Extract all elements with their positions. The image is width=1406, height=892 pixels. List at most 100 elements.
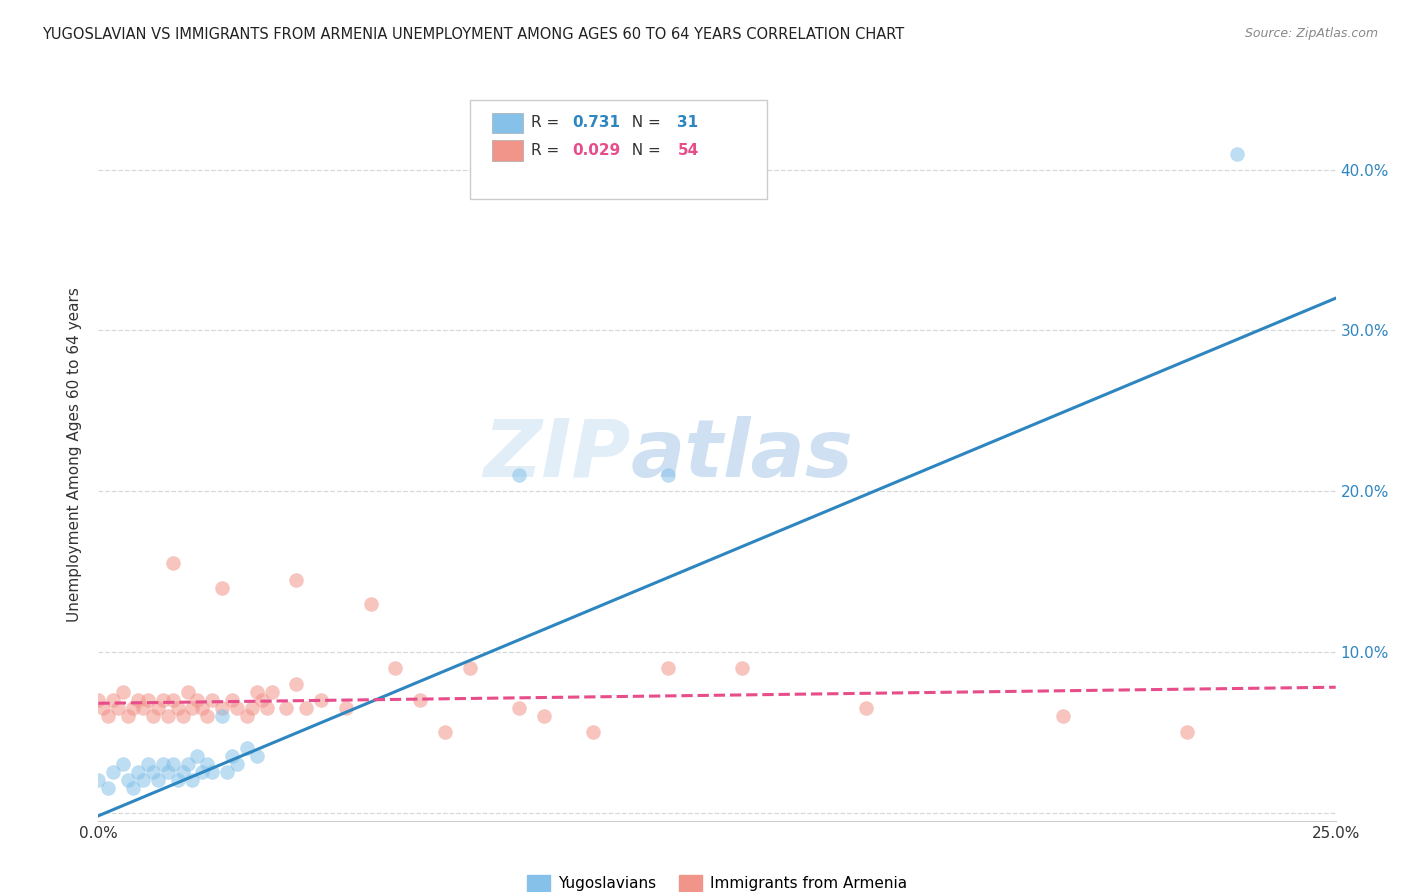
Text: R =: R =	[531, 115, 565, 130]
Point	[172, 709, 194, 723]
Point	[211, 701, 233, 715]
Point	[409, 693, 432, 707]
Point	[142, 709, 165, 723]
Point	[855, 701, 877, 715]
Point	[335, 701, 357, 715]
Point	[458, 661, 481, 675]
Point	[236, 709, 259, 723]
Point	[360, 597, 382, 611]
Point	[191, 701, 214, 715]
Point	[1226, 146, 1249, 161]
Point	[156, 709, 179, 723]
Point	[657, 468, 679, 483]
Point	[112, 685, 135, 699]
Point	[97, 709, 120, 723]
Point	[211, 709, 233, 723]
Point	[433, 725, 456, 739]
Point	[731, 661, 754, 675]
Point	[97, 781, 120, 796]
Point	[533, 709, 555, 723]
Point	[256, 701, 278, 715]
Point	[162, 757, 184, 772]
Point	[117, 773, 139, 788]
Bar	[492, 112, 523, 133]
Text: atlas: atlas	[630, 416, 853, 494]
Legend: Yugoslavians, Immigrants from Armenia: Yugoslavians, Immigrants from Armenia	[522, 869, 912, 892]
Point	[156, 765, 179, 780]
Point	[295, 701, 318, 715]
Text: YUGOSLAVIAN VS IMMIGRANTS FROM ARMENIA UNEMPLOYMENT AMONG AGES 60 TO 64 YEARS CO: YUGOSLAVIAN VS IMMIGRANTS FROM ARMENIA U…	[42, 27, 904, 42]
Point	[166, 701, 188, 715]
Point	[136, 693, 159, 707]
Point	[260, 685, 283, 699]
Point	[508, 701, 530, 715]
Point	[191, 765, 214, 780]
Point	[176, 685, 198, 699]
Point	[384, 661, 406, 675]
Point	[162, 557, 184, 571]
Point	[250, 693, 273, 707]
Point	[217, 765, 239, 780]
Text: Source: ZipAtlas.com: Source: ZipAtlas.com	[1244, 27, 1378, 40]
Point	[246, 685, 269, 699]
Point	[132, 773, 155, 788]
Point	[1052, 709, 1074, 723]
Point	[309, 693, 332, 707]
Point	[117, 709, 139, 723]
Text: 0.029: 0.029	[572, 143, 620, 158]
Point	[176, 757, 198, 772]
Point	[146, 701, 169, 715]
Bar	[492, 140, 523, 161]
FancyBboxPatch shape	[470, 100, 766, 199]
Point	[146, 773, 169, 788]
Point	[240, 701, 263, 715]
Point	[181, 701, 204, 715]
Point	[276, 701, 298, 715]
Point	[285, 573, 308, 587]
Point	[87, 773, 110, 788]
Point	[107, 701, 129, 715]
Point	[221, 693, 243, 707]
Point	[172, 765, 194, 780]
Point	[152, 693, 174, 707]
Point	[87, 693, 110, 707]
Point	[201, 765, 224, 780]
Point	[103, 693, 125, 707]
Point	[136, 757, 159, 772]
Point	[246, 749, 269, 764]
Point	[166, 773, 188, 788]
Point	[122, 701, 145, 715]
Point	[221, 749, 243, 764]
Point	[201, 693, 224, 707]
Point	[657, 661, 679, 675]
Point	[186, 693, 208, 707]
Point	[582, 725, 605, 739]
Point	[226, 757, 249, 772]
Point	[181, 773, 204, 788]
Text: 31: 31	[678, 115, 699, 130]
Point	[211, 581, 233, 595]
Point	[508, 468, 530, 483]
Point	[236, 741, 259, 756]
Point	[186, 749, 208, 764]
Point	[142, 765, 165, 780]
Point	[1175, 725, 1198, 739]
Point	[226, 701, 249, 715]
Point	[152, 757, 174, 772]
Point	[132, 701, 155, 715]
Point	[127, 693, 149, 707]
Point	[127, 765, 149, 780]
Text: R =: R =	[531, 143, 565, 158]
Point	[285, 677, 308, 691]
Text: 0.731: 0.731	[572, 115, 620, 130]
Text: 54: 54	[678, 143, 699, 158]
Text: ZIP: ZIP	[484, 416, 630, 494]
Point	[93, 701, 115, 715]
Text: N =: N =	[621, 115, 665, 130]
Point	[103, 765, 125, 780]
Text: N =: N =	[621, 143, 665, 158]
Point	[195, 757, 218, 772]
Point	[122, 781, 145, 796]
Point	[195, 709, 218, 723]
Point	[162, 693, 184, 707]
